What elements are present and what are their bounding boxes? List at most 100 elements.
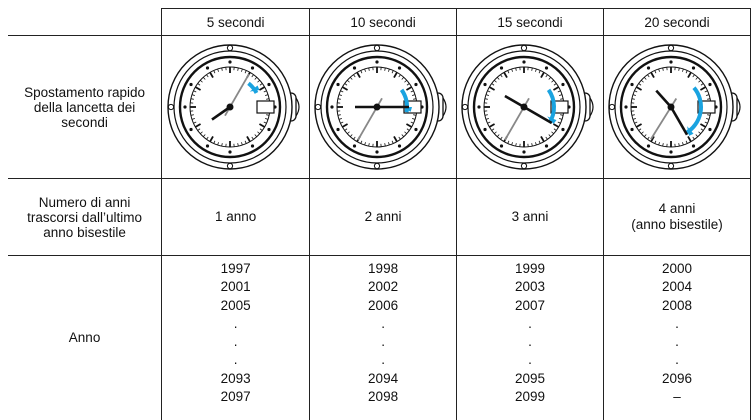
watch-part bbox=[521, 45, 526, 50]
year: 2098 bbox=[310, 388, 456, 406]
year: . bbox=[162, 351, 309, 369]
year: 2093 bbox=[162, 370, 309, 388]
watch-part bbox=[374, 104, 381, 111]
watch-part bbox=[521, 163, 526, 168]
watch-part bbox=[227, 163, 232, 168]
watch-part bbox=[226, 104, 233, 111]
year: 2096 bbox=[604, 370, 750, 388]
row-label: Spostamento rapido della lancetta dei se… bbox=[8, 36, 162, 179]
watch-part bbox=[561, 83, 564, 86]
year: . bbox=[162, 333, 309, 351]
watch-part bbox=[647, 66, 650, 69]
year: 1998 bbox=[310, 260, 456, 278]
year: 2099 bbox=[457, 388, 603, 406]
year: 1997 bbox=[162, 260, 309, 278]
watch-cell bbox=[457, 36, 604, 179]
watch-part bbox=[330, 105, 333, 108]
cell: 2 anni bbox=[310, 179, 457, 256]
watch-cell bbox=[162, 36, 310, 179]
watch-part bbox=[206, 144, 209, 147]
header-cell: 15 secondi bbox=[457, 9, 604, 36]
cell-text: 1 anno bbox=[162, 209, 309, 225]
watch-part bbox=[336, 83, 339, 86]
watch-part bbox=[414, 128, 417, 131]
year: 2095 bbox=[457, 370, 603, 388]
watch-illustration bbox=[166, 38, 306, 176]
watch-part bbox=[189, 83, 192, 86]
watch-part bbox=[668, 45, 673, 50]
watch-part bbox=[522, 60, 525, 63]
year: 2005 bbox=[162, 297, 309, 315]
watch-part bbox=[267, 83, 270, 86]
row-label-text: Anno bbox=[8, 330, 161, 345]
cell-text: 4 anni (anno bisestile) bbox=[604, 201, 750, 233]
year: . bbox=[604, 333, 750, 351]
year: – bbox=[604, 388, 750, 406]
watch-part bbox=[630, 128, 633, 131]
cell-text: 2 anni bbox=[310, 209, 456, 225]
watch-part bbox=[668, 163, 673, 168]
watch-part bbox=[228, 60, 231, 63]
watch-part bbox=[692, 144, 695, 147]
watch-part bbox=[374, 163, 379, 168]
watch-part bbox=[414, 83, 417, 86]
watch-part bbox=[462, 104, 467, 109]
watch-part bbox=[228, 150, 231, 153]
year: . bbox=[310, 315, 456, 333]
watch-part bbox=[500, 144, 503, 147]
watch-part bbox=[561, 128, 564, 131]
year: 2097 bbox=[162, 388, 309, 406]
watch-part bbox=[708, 83, 711, 86]
year: 2002 bbox=[310, 278, 456, 296]
watch-part bbox=[267, 128, 270, 131]
watch-part bbox=[398, 144, 401, 147]
watch-part bbox=[500, 66, 503, 69]
cell: 3 anni bbox=[457, 179, 604, 256]
watch-row: Spostamento rapido della lancetta dei se… bbox=[8, 36, 751, 179]
watch-part bbox=[483, 83, 486, 86]
watch-illustration bbox=[607, 38, 747, 176]
year: 2008 bbox=[604, 297, 750, 315]
watch-part bbox=[315, 104, 320, 109]
watch-part bbox=[189, 128, 192, 131]
year: 2003 bbox=[457, 278, 603, 296]
year: . bbox=[604, 351, 750, 369]
watch-part bbox=[206, 66, 209, 69]
watch-part bbox=[609, 104, 614, 109]
watch-part bbox=[668, 104, 675, 111]
watch-part bbox=[168, 104, 173, 109]
watch-part bbox=[708, 128, 711, 131]
year: . bbox=[162, 315, 309, 333]
watch-part bbox=[374, 45, 379, 50]
watch-part bbox=[545, 144, 548, 147]
watch-part bbox=[647, 144, 650, 147]
year: . bbox=[604, 315, 750, 333]
watch-cell bbox=[604, 36, 751, 179]
year: . bbox=[457, 333, 603, 351]
row-label-text: Numero di anni trascorsi dall’ultimo ann… bbox=[8, 195, 161, 240]
header-cell: 5 secondi bbox=[162, 9, 310, 36]
year: . bbox=[310, 351, 456, 369]
watch-illustration bbox=[460, 38, 600, 176]
watch-part bbox=[336, 128, 339, 131]
watch-illustration bbox=[313, 38, 453, 176]
watch-part bbox=[669, 60, 672, 63]
watch-part bbox=[522, 150, 525, 153]
watch-part bbox=[692, 66, 695, 69]
watch-part bbox=[257, 101, 274, 113]
header-cell: 10 secondi bbox=[310, 9, 457, 36]
watch-part bbox=[630, 83, 633, 86]
row-label: Anno bbox=[8, 256, 162, 420]
cell-text: 3 anni bbox=[457, 209, 603, 225]
year: 1999 bbox=[457, 260, 603, 278]
year: 2006 bbox=[310, 297, 456, 315]
watch-part bbox=[398, 66, 401, 69]
year: . bbox=[457, 315, 603, 333]
